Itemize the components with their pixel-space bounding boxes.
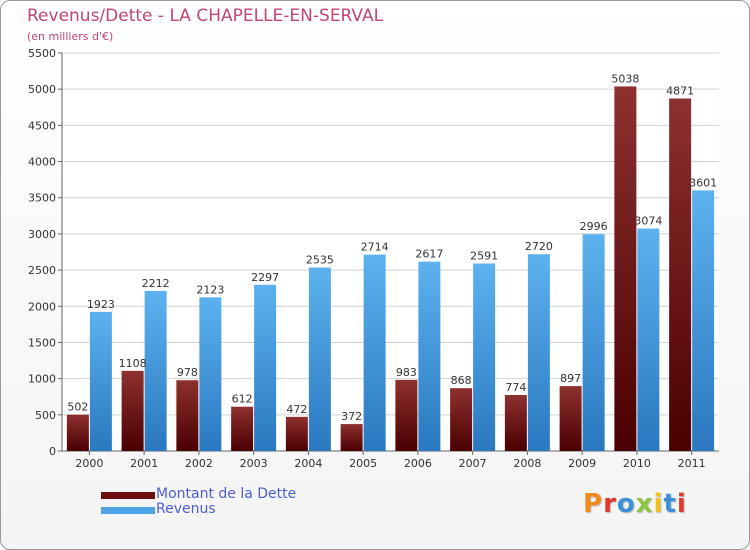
data-label-dette: 372 xyxy=(341,410,362,423)
data-label-revenus: 3074 xyxy=(634,215,662,228)
bar-dette xyxy=(285,416,308,451)
bar-dette xyxy=(176,380,199,451)
y-tick-label: 3500 xyxy=(28,192,56,205)
bar-revenus xyxy=(582,234,605,451)
y-tick-label: 500 xyxy=(35,409,56,422)
bar-dette xyxy=(614,86,637,451)
data-label-dette: 774 xyxy=(505,381,526,394)
y-tick-label: 0 xyxy=(49,445,56,458)
bar-dette xyxy=(340,424,363,451)
legend-swatch-dette xyxy=(101,492,155,499)
data-label-revenus: 2720 xyxy=(525,240,553,253)
bar-revenus xyxy=(144,290,167,451)
y-tick-label: 2000 xyxy=(28,300,56,313)
data-label-revenus: 3601 xyxy=(689,176,717,189)
chart-title: Revenus/Dette - LA CHAPELLE-EN-SERVAL xyxy=(27,6,384,26)
data-label-revenus: 1923 xyxy=(87,298,115,311)
data-label-revenus: 2617 xyxy=(415,248,443,261)
bar-dette xyxy=(121,370,144,451)
data-label-dette: 1108 xyxy=(119,357,147,370)
x-tick-label: 2000 xyxy=(75,457,103,470)
data-label-revenus: 2212 xyxy=(142,277,170,290)
bar-revenus xyxy=(254,284,277,451)
bar-revenus xyxy=(89,311,112,451)
x-tick-label: 2009 xyxy=(568,457,596,470)
data-label-revenus: 2714 xyxy=(361,241,389,254)
data-label-dette: 978 xyxy=(177,366,198,379)
y-tick-label: 1500 xyxy=(28,336,56,349)
data-label-dette: 5038 xyxy=(611,72,639,85)
bar-revenus xyxy=(637,228,660,451)
y-tick-label: 5000 xyxy=(28,83,56,96)
x-tick-label: 2004 xyxy=(294,457,322,470)
y-tick-label: 4500 xyxy=(28,119,56,132)
x-tick-label: 2001 xyxy=(130,457,158,470)
bar-dette xyxy=(395,379,418,451)
bar-dette xyxy=(231,406,254,451)
bar-revenus xyxy=(418,261,441,451)
data-label-revenus: 2591 xyxy=(470,250,498,263)
x-tick-label: 2011 xyxy=(678,457,706,470)
data-label-dette: 612 xyxy=(232,393,253,406)
legend-swatch-revenus xyxy=(101,507,155,514)
plot-area xyxy=(62,53,719,451)
bar-revenus xyxy=(308,267,331,451)
bar-revenus xyxy=(692,190,715,451)
bar-revenus xyxy=(363,254,386,451)
bar-dette xyxy=(669,98,692,451)
y-tick-label: 4000 xyxy=(28,156,56,169)
y-tick-label: 5500 xyxy=(28,47,56,60)
y-tick-label: 1000 xyxy=(28,373,56,386)
bar-revenus xyxy=(473,263,496,451)
legend-label-dette: Montant de la Dette xyxy=(156,486,297,502)
data-label-dette: 897 xyxy=(560,372,581,385)
x-tick-label: 2010 xyxy=(623,457,651,470)
legend-label-revenus: Revenus xyxy=(156,501,216,517)
bar-revenus xyxy=(527,254,550,451)
data-label-revenus: 2123 xyxy=(196,283,224,296)
y-tick-label: 3000 xyxy=(28,228,56,241)
data-label-dette: 4871 xyxy=(666,85,694,98)
bar-dette xyxy=(504,394,527,451)
data-label-dette: 983 xyxy=(396,366,417,379)
x-tick-label: 2007 xyxy=(459,457,487,470)
data-label-dette: 472 xyxy=(286,403,307,416)
x-tick-label: 2005 xyxy=(349,457,377,470)
x-tick-label: 2002 xyxy=(185,457,213,470)
proxiti-logo: Proxiti xyxy=(583,489,687,519)
x-tick-label: 2008 xyxy=(513,457,541,470)
data-label-revenus: 2297 xyxy=(251,271,279,284)
bar-revenus xyxy=(199,297,222,451)
x-tick-label: 2003 xyxy=(240,457,268,470)
data-label-dette: 868 xyxy=(451,374,472,387)
data-label-dette: 502 xyxy=(67,401,88,414)
chart-subtitle: (en milliers d'€) xyxy=(27,30,114,43)
bar-dette xyxy=(450,388,473,451)
bar-dette xyxy=(559,386,582,451)
data-label-revenus: 2535 xyxy=(306,254,334,267)
x-tick-label: 2006 xyxy=(404,457,432,470)
bar-dette xyxy=(66,414,89,451)
data-label-revenus: 2996 xyxy=(580,220,608,233)
y-tick-label: 2500 xyxy=(28,264,56,277)
